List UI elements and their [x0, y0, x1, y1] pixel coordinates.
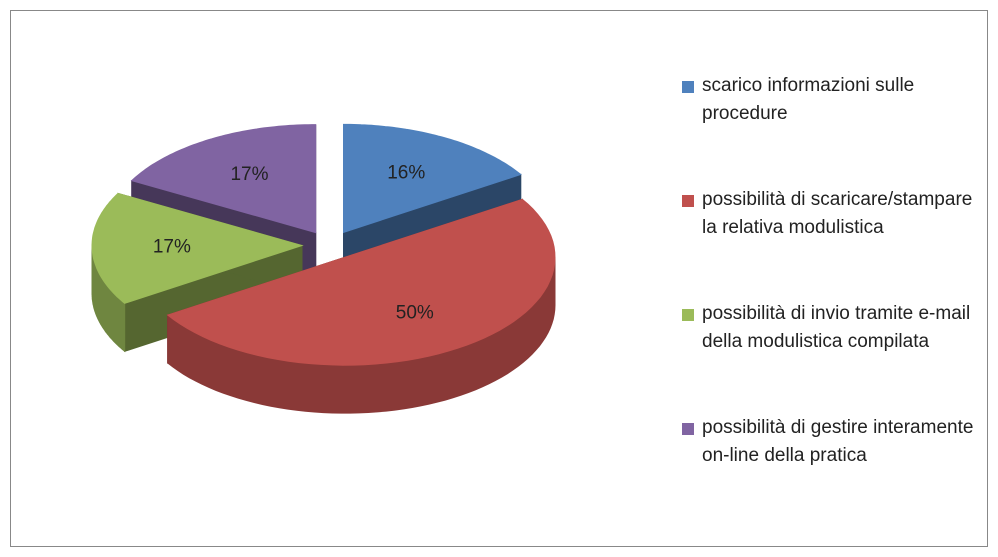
legend-swatch — [682, 423, 694, 435]
legend-item: scarico informazioni sulle procedure — [680, 72, 980, 186]
legend-swatch — [682, 81, 694, 93]
slice — [343, 123, 522, 234]
legend-item: possibilità di gestire interamente on-li… — [680, 414, 980, 528]
data-label: 16% — [387, 163, 425, 184]
legend-label: possibilità di invio tramite e-mail dell… — [702, 303, 971, 352]
legend-swatch — [682, 309, 694, 321]
slice — [130, 124, 317, 234]
legend-label: possibilità di scaricare/stampare la rel… — [702, 189, 973, 238]
legend: scarico informazioni sulle procedure poss… — [680, 72, 980, 528]
legend-item: possibilità di invio tramite e-mail dell… — [680, 300, 980, 414]
legend-label: scarico informazioni sulle procedure — [702, 75, 915, 124]
slice — [166, 198, 556, 366]
data-label: 50% — [396, 303, 434, 324]
data-label: 17% — [230, 164, 268, 185]
data-label: 17% — [153, 237, 191, 258]
legend-item: possibilità di scaricare/stampare la rel… — [680, 186, 980, 300]
legend-swatch — [682, 195, 694, 207]
legend-label: possibilità di gestire interamente on-li… — [702, 417, 974, 466]
slice — [91, 192, 304, 304]
